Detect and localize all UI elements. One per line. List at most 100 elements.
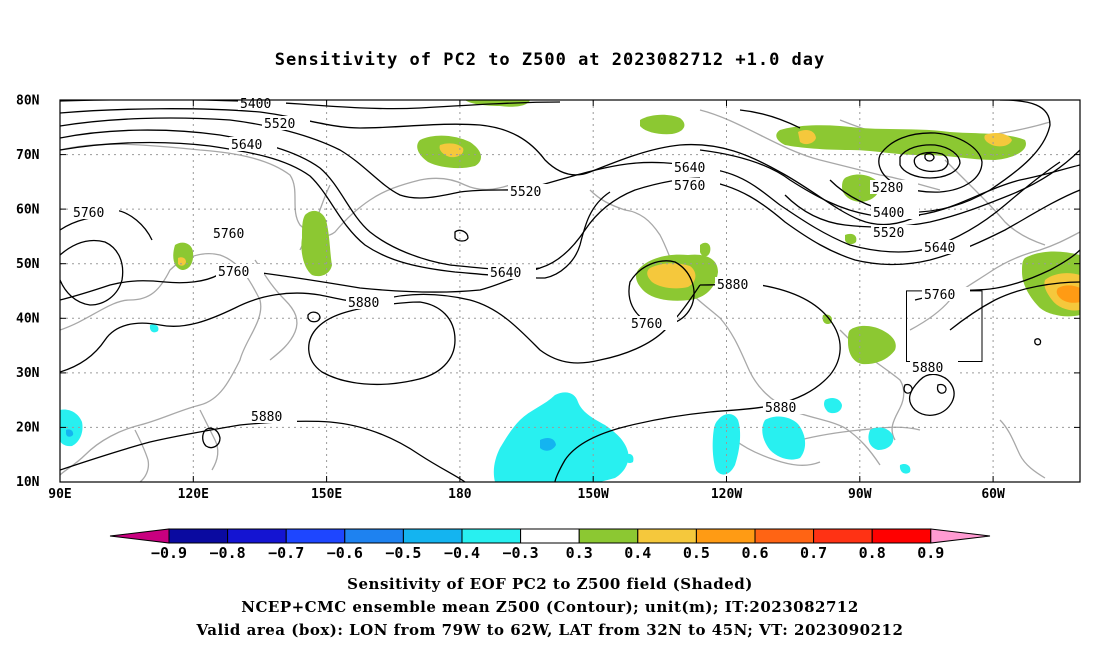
contour-label: 5880 (912, 361, 943, 376)
contour-label: 5640 (490, 266, 521, 281)
shade-positive (776, 125, 1026, 160)
shade-negative (66, 429, 74, 437)
latitude-labels: 80N 70N 60N 50N 40N 30N 20N 10N (16, 94, 40, 491)
colorbar-cell (227, 528, 287, 544)
colorbar-label: 0.9 (917, 544, 944, 562)
colorbar-label: −0.4 (444, 544, 480, 562)
colorbar-cell (871, 528, 932, 544)
shade-negative (149, 324, 159, 333)
lon-label: 150E (311, 487, 342, 502)
shade-negative (868, 427, 894, 450)
contour-label: 5880 (251, 410, 282, 425)
shade-positive (700, 242, 711, 257)
contour-label: 5520 (264, 117, 295, 132)
lon-label: 120W (711, 487, 742, 502)
caption-shading: Sensitivity of EOF PC2 to Z500 field (Sh… (347, 575, 753, 593)
colorbar-cell (109, 528, 170, 544)
tick-marks (60, 99, 1080, 482)
lat-label: 40N (16, 312, 40, 327)
lon-label: 60W (981, 487, 1005, 502)
colorbar (109, 528, 991, 544)
lon-label: 90E (48, 487, 71, 502)
colorbar-label: 0.3 (566, 544, 593, 562)
colorbar-cell (813, 528, 873, 544)
contour-label: 5640 (674, 161, 705, 176)
contour-label: 5400 (240, 97, 271, 112)
longitude-labels: 90E 120E 150E 180 150W 120W 90W 60W (48, 487, 1005, 502)
colorbar-label: −0.5 (385, 544, 421, 562)
lat-label: 70N (16, 148, 40, 163)
contour-label: 5520 (510, 185, 541, 200)
contour-label: 5520 (873, 226, 904, 241)
shade-negative (762, 416, 806, 460)
shade-positive (798, 130, 816, 145)
contour-label: 5760 (674, 179, 705, 194)
page-title: Sensitivity of PC2 to Z500 at 2023082712… (274, 50, 826, 70)
colorbar-label: 0.7 (800, 544, 827, 562)
colorbar-cell (461, 528, 522, 544)
contour-label: 5640 (231, 138, 262, 153)
lat-label: 60N (16, 203, 40, 218)
plot-frame (59, 99, 1081, 483)
shade-negative (824, 397, 842, 414)
shade-positive (842, 174, 880, 202)
lon-label: 180 (448, 487, 472, 502)
colorbar-labels: −0.9 −0.8 −0.7 −0.6 −0.5 −0.4 −0.3 0.3 0… (151, 544, 944, 562)
contour-label-group: 5400 5520 5640 5760 5760 5760 5880 5880 … (71, 96, 970, 425)
colorbar-cell (520, 528, 580, 544)
shade-positive (647, 263, 696, 289)
contour-label: 5400 (873, 206, 904, 221)
contour-label: 5760 (631, 317, 662, 332)
contour-label: 5760 (218, 265, 249, 280)
lon-label: 120E (178, 487, 209, 502)
contour-label: 5880 (348, 296, 379, 311)
lat-label: 80N (16, 94, 40, 109)
colorbar-label: −0.9 (151, 544, 187, 562)
colorbar-cell (930, 528, 991, 544)
colorbar-label: −0.6 (327, 544, 363, 562)
lat-label: 20N (16, 421, 40, 436)
colorbar-cell (402, 528, 463, 544)
colorbar-label: −0.7 (268, 544, 304, 562)
shade-negative (899, 463, 911, 474)
lat-label: 50N (16, 257, 40, 272)
colorbar-cell (168, 528, 229, 544)
colorbar-label: 0.4 (624, 544, 651, 562)
shade-negative (60, 409, 83, 447)
colorbar-label: −0.8 (210, 544, 246, 562)
colorbar-cell (637, 528, 697, 544)
colorbar-cell (285, 528, 346, 544)
colorbar-cell (344, 528, 404, 544)
lon-label: 150W (578, 487, 609, 502)
lat-label: 10N (16, 475, 40, 490)
shade-negative (493, 392, 629, 482)
shade-positive (640, 114, 685, 135)
contour-label: 5880 (717, 278, 748, 293)
shade-positive (301, 210, 332, 277)
contour-label: 5880 (765, 401, 796, 416)
colorbar-label: 0.6 (741, 544, 768, 562)
shade-negative (624, 453, 634, 464)
colorbar-label: 0.8 (859, 544, 886, 562)
caption-valid-area: Valid area (box): LON from 79W to 62W, L… (196, 621, 904, 639)
shade-positive (845, 233, 857, 245)
sensitivity-shading (60, 100, 1080, 482)
colorbar-label: 0.5 (683, 544, 710, 562)
colorbar-cell (754, 528, 815, 544)
contour-label: 5760 (924, 288, 955, 303)
caption-contour: NCEP+CMC ensemble mean Z500 (Contour); u… (241, 598, 859, 616)
contour-label: 5280 (872, 181, 903, 196)
shade-positive (439, 143, 464, 158)
contour-label: 5760 (73, 206, 104, 221)
shade-positive (984, 132, 1012, 147)
lat-label: 30N (16, 366, 40, 381)
shade-negative (540, 437, 556, 451)
shade-positive (1056, 285, 1080, 303)
colorbar-label: −0.3 (503, 544, 539, 562)
colorbar-cell (695, 528, 756, 544)
lon-label: 90W (848, 487, 872, 502)
contour-label: 5760 (213, 227, 244, 242)
shade-negative (712, 414, 741, 475)
colorbar-cell (578, 528, 639, 544)
